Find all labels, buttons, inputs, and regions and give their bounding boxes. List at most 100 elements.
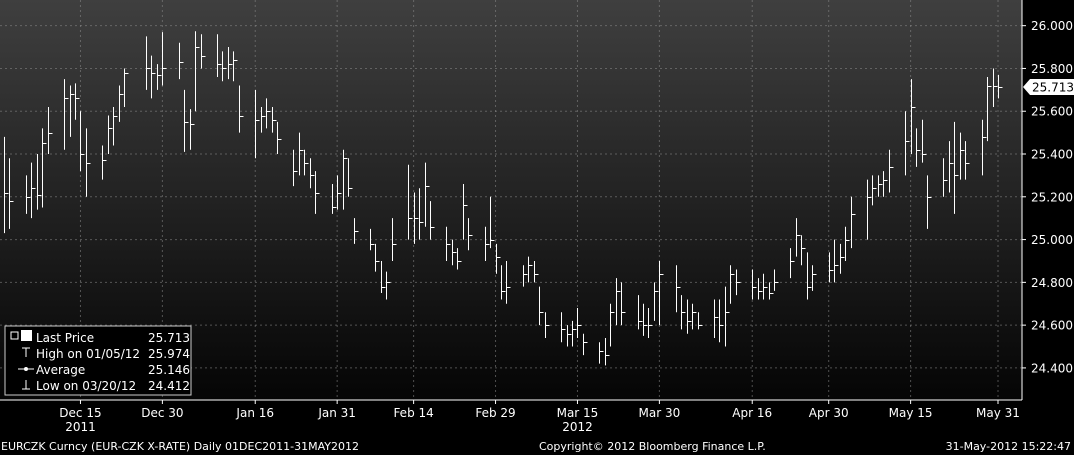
high-marker-icon <box>22 347 30 357</box>
legend-label-high: High on 01/05/12 <box>36 347 140 361</box>
x-tick-label: Dec 30 <box>141 406 183 420</box>
y-tick-label: 26.000 <box>1031 19 1073 33</box>
ohlc-bar <box>878 175 883 197</box>
ohlc-bar <box>37 154 42 210</box>
x-tick-label: Jan 31 <box>317 406 356 420</box>
x-year-label: 2012 <box>562 420 593 434</box>
ohlc-bar <box>922 119 927 163</box>
legend-square-icon <box>10 331 19 340</box>
ohlc-bar <box>561 312 566 343</box>
ohlc-bar <box>851 196 856 249</box>
ohlc-bar <box>310 158 315 189</box>
ohlc-bar <box>752 269 757 300</box>
ohlc-bar <box>883 171 888 197</box>
ohlc-bar <box>943 158 948 197</box>
ohlc-bar <box>217 34 222 78</box>
ohlc-bar <box>430 201 435 240</box>
ohlc-bar <box>151 55 156 99</box>
ohlc-bar <box>119 85 124 122</box>
ohlc-bar <box>911 79 916 155</box>
ohlc-bar <box>386 271 391 300</box>
legend-label-average: Average <box>36 363 85 377</box>
x-tick-label: Mar 30 <box>639 406 681 420</box>
ohlc-bar <box>272 106 277 133</box>
x-tick-label: Jan 16 <box>235 406 274 420</box>
x-tick-label: Apr 30 <box>809 406 849 420</box>
legend-filled-square-icon <box>21 330 32 341</box>
ohlc-bar <box>261 106 266 133</box>
ohlc-bar <box>255 89 260 159</box>
ohlc-bar <box>774 269 779 291</box>
ohlc-bar <box>381 260 386 294</box>
legend-item-low: Low on 03/20/12 24.412 <box>22 379 190 393</box>
legend-value-high: 25.974 <box>148 347 190 361</box>
ohlc-bar <box>80 111 85 172</box>
x-tick-label: May 31 <box>976 406 1020 420</box>
ohlc-bar <box>610 303 615 347</box>
ohlc-bar <box>845 226 850 261</box>
ohlc-bar <box>545 312 550 338</box>
legend-label-last-price: Last Price <box>36 331 94 345</box>
average-dot-icon <box>24 367 28 371</box>
y-tick-label: 24.400 <box>1031 361 1073 375</box>
y-tick-label: 25.200 <box>1031 190 1073 204</box>
ohlc-bar <box>807 252 812 300</box>
price-bars <box>4 31 1003 366</box>
ohlc-bar <box>998 74 1003 99</box>
ohlc-bar <box>730 265 735 304</box>
ohlc-bar <box>9 158 14 229</box>
legend-box <box>4 325 192 396</box>
ohlc-bar <box>523 265 528 287</box>
ohlc-bar <box>446 226 451 261</box>
ohlc-bar <box>829 252 834 283</box>
ohlc-bar <box>102 145 107 180</box>
ohlc-bar <box>31 162 36 219</box>
legend-label-low: Low on 03/20/12 <box>36 379 136 393</box>
y-tick-label: 25.400 <box>1031 148 1073 162</box>
ohlc-bar <box>872 175 877 206</box>
x-tick-label: Apr 16 <box>732 406 772 420</box>
x-year-label: 2011 <box>65 420 96 434</box>
ohlc-bar <box>201 34 206 69</box>
ohlc-bar <box>348 158 353 197</box>
ohlc-bar <box>26 175 31 214</box>
ohlc-bar <box>457 248 462 270</box>
ohlc-bar <box>572 320 577 347</box>
x-tick-label: May 15 <box>889 406 933 420</box>
ohlc-bar <box>490 196 495 249</box>
x-tick-label: Feb 14 <box>393 406 433 420</box>
ohlc-bar <box>157 64 162 90</box>
ohlc-bar <box>567 325 572 347</box>
ohlc-bar <box>949 141 954 193</box>
ohlc-bar <box>982 119 987 176</box>
ohlc-bar <box>370 228 375 251</box>
ohlc-bar <box>162 32 167 86</box>
ohlc-bar <box>539 286 544 326</box>
ohlc-bar <box>659 260 664 326</box>
ohlc-bar <box>867 179 872 240</box>
ohlc-bar <box>42 128 47 208</box>
ohlc-bar <box>124 68 129 107</box>
ohlc-bar <box>233 51 238 82</box>
ohlc-bar <box>769 282 774 300</box>
ohlc-bar <box>621 282 626 326</box>
ohlc-bar <box>419 188 424 240</box>
ohlc-bar <box>64 79 69 150</box>
legend-item-last-price: Last Price 25.713 <box>10 330 190 345</box>
ohlc-bar <box>528 256 533 283</box>
ohlc-bar <box>496 243 501 274</box>
ohlc-bar <box>425 162 430 227</box>
legend: Last Price 25.713 High on 01/05/12 25.97… <box>4 325 192 396</box>
ohlc-bar <box>534 260 539 283</box>
ohlc-bar <box>638 295 643 330</box>
y-tick-label: 25.800 <box>1031 62 1073 76</box>
ohlc-bar <box>812 265 817 291</box>
legend-item-high: High on 01/05/12 25.974 <box>22 347 190 361</box>
x-axis-ticks: Dec 15 Dec 30 Jan 16 Jan 31 Feb 14 Feb 29 Mar … <box>59 400 1020 434</box>
ohlc-bar <box>583 333 588 356</box>
ohlc-bar <box>4 136 9 234</box>
ohlc-bar <box>75 83 80 120</box>
x-tick-label: Mar 15 <box>557 406 599 420</box>
footer-copyright: Copyright© 2012 Bloomberg Finance L.P. <box>539 440 766 453</box>
ohlc-bar <box>343 149 348 210</box>
